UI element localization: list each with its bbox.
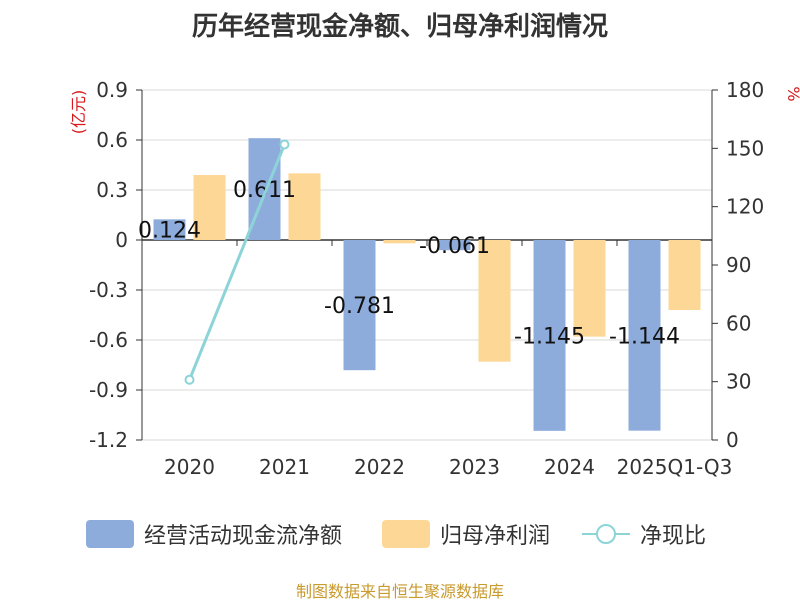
left-tick-label: 0.6	[96, 128, 128, 152]
data-label-cash-2022: -0.781	[324, 294, 395, 319]
right-tick-label: 90	[726, 253, 751, 277]
legend-item-cash[interactable]: 经营活动现金流净额	[86, 516, 342, 552]
bar-cash-2024	[533, 240, 566, 431]
legend-item-ratio[interactable]: 净现比	[582, 516, 706, 552]
point-ratio-0	[184, 374, 195, 385]
left-tick-label: 0.9	[96, 78, 128, 102]
legend-label-profit: 归母净利润	[440, 524, 551, 549]
x-tick-label-2024: 2024	[544, 455, 595, 479]
legend-swatch-profit	[382, 520, 430, 548]
bar-profit-2021	[288, 173, 321, 240]
left-tick-label: 0	[115, 228, 128, 252]
data-label-cash-2023: -0.061	[419, 234, 490, 259]
left-tick-label: -0.9	[89, 378, 128, 402]
point-ratio-1	[279, 139, 290, 150]
data-label-cash-2020: 0.124	[138, 219, 201, 244]
legend-item-profit[interactable]: 归母净利润	[382, 516, 550, 552]
legend-label-ratio: 净现比	[640, 524, 707, 549]
left-tick-label: -0.3	[89, 278, 128, 302]
x-tick-label-2022: 2022	[354, 455, 405, 479]
bar-cash-2025Q1-Q3	[628, 240, 661, 431]
bar-cash-2020	[153, 219, 186, 240]
bar-profit-2024	[573, 240, 606, 337]
bar-profit-2022	[383, 240, 416, 244]
right-tick-label: 30	[726, 370, 751, 394]
right-tick-label: 120	[726, 195, 764, 219]
left-axis-unit: (亿元)	[69, 90, 88, 135]
left-tick-label: 0.3	[96, 178, 128, 202]
data-label-cash-2024: -1.145	[514, 324, 585, 349]
right-axis-unit: %	[784, 86, 800, 101]
legend-label-cash: 经营活动现金流净额	[144, 524, 343, 549]
legend-swatch-cash	[86, 520, 134, 548]
chart-title: 历年经营现金净额、归母净利润情况	[191, 12, 608, 42]
bar-cash-2022	[343, 240, 376, 371]
source-note: 制图数据来自恒生聚源数据库	[295, 582, 504, 601]
bar-profit-2023	[478, 240, 511, 362]
legend: 经营活动现金流净额 归母净利润 净现比	[0, 516, 800, 556]
bar-profit-2020	[193, 175, 226, 240]
bar-cash-2023	[438, 240, 471, 251]
right-tick-label: 0	[726, 428, 739, 452]
x-tick-label-2023: 2023	[449, 455, 500, 479]
data-label-cash-2025Q1-Q3: -1.144	[609, 324, 680, 349]
x-tick-label-2020: 2020	[164, 455, 215, 479]
right-tick-label: 150	[726, 136, 764, 160]
left-tick-label: -1.2	[89, 428, 128, 452]
bar-profit-2025Q1-Q3	[668, 240, 701, 310]
right-tick-label: 180	[726, 78, 764, 102]
x-tick-label-2025Q1-Q3: 2025Q1-Q3	[617, 455, 733, 479]
x-tick-label-2021: 2021	[259, 455, 310, 479]
left-tick-label: -0.6	[89, 328, 128, 352]
right-tick-label: 60	[726, 311, 751, 335]
line-ratio	[188, 143, 286, 381]
legend-line-marker-ratio	[582, 524, 630, 544]
